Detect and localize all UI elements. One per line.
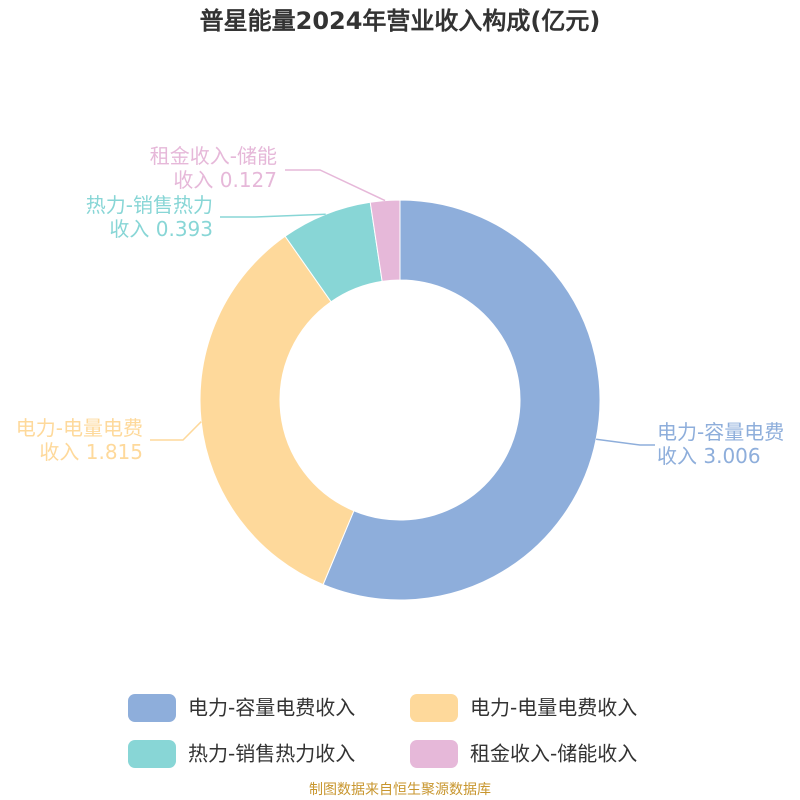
leader-line bbox=[596, 438, 655, 446]
legend-label: 租金收入-储能收入 bbox=[470, 742, 637, 766]
label-value: 1.815 bbox=[85, 440, 143, 464]
legend-swatch bbox=[128, 740, 176, 768]
donut-slice bbox=[369, 199, 401, 282]
leader-line bbox=[220, 213, 326, 218]
data-label: 热力-销售热力收入 0.393 bbox=[73, 193, 213, 241]
label-name: 电力-容量电费收入 bbox=[657, 420, 785, 468]
label-value: 3.006 bbox=[703, 444, 761, 468]
data-label: 电力-容量电费收入 3.006 bbox=[657, 420, 797, 468]
leader-line bbox=[285, 169, 386, 202]
label-value: 0.393 bbox=[155, 217, 213, 241]
legend-label: 热力-销售热力收入 bbox=[188, 742, 355, 766]
donut-slice bbox=[322, 199, 601, 601]
legend-swatch bbox=[128, 694, 176, 722]
label-name: 租金收入-储能收入 bbox=[149, 144, 277, 192]
chart-title: 普星能量2024年营业收入构成(亿元) bbox=[200, 7, 601, 35]
legend-label: 电力-容量电费收入 bbox=[188, 696, 355, 720]
label-name: 热力-销售热力收入 bbox=[85, 193, 213, 241]
data-label: 电力-电量电费收入 1.815 bbox=[3, 416, 143, 464]
legend-swatch bbox=[410, 740, 458, 768]
legend-label: 电力-电量电费收入 bbox=[470, 696, 637, 720]
legend-swatch bbox=[410, 694, 458, 722]
label-value: 0.127 bbox=[219, 168, 277, 192]
donut-slice bbox=[199, 235, 355, 586]
source-note: 制图数据来自恒生聚源数据库 bbox=[309, 782, 491, 798]
label-name: 电力-电量电费收入 bbox=[15, 416, 143, 464]
leader-line bbox=[150, 421, 202, 441]
data-label: 租金收入-储能收入 0.127 bbox=[137, 144, 277, 192]
